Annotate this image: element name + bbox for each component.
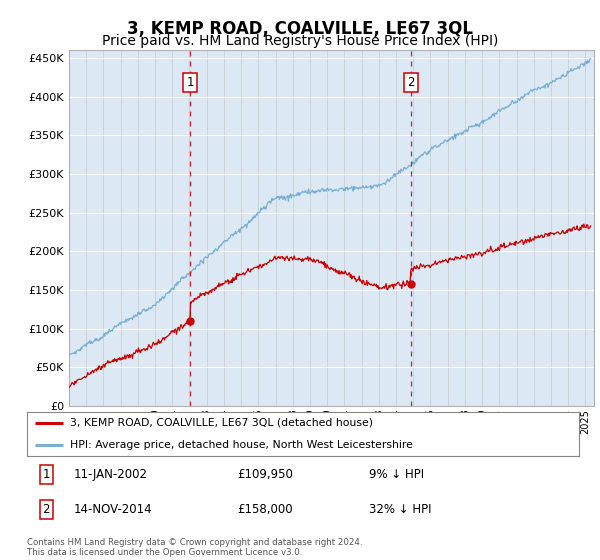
Text: 32% ↓ HPI: 32% ↓ HPI <box>369 503 432 516</box>
Text: 1: 1 <box>186 76 194 90</box>
Text: £109,950: £109,950 <box>237 468 293 481</box>
Text: Price paid vs. HM Land Registry's House Price Index (HPI): Price paid vs. HM Land Registry's House … <box>102 34 498 48</box>
Text: 2: 2 <box>407 76 415 90</box>
Text: HPI: Average price, detached house, North West Leicestershire: HPI: Average price, detached house, Nort… <box>70 440 413 450</box>
Text: 3, KEMP ROAD, COALVILLE, LE67 3QL (detached house): 3, KEMP ROAD, COALVILLE, LE67 3QL (detac… <box>70 418 373 428</box>
Text: 3, KEMP ROAD, COALVILLE, LE67 3QL: 3, KEMP ROAD, COALVILLE, LE67 3QL <box>127 20 473 38</box>
Text: 2: 2 <box>43 503 50 516</box>
Text: Contains HM Land Registry data © Crown copyright and database right 2024.
This d: Contains HM Land Registry data © Crown c… <box>27 538 362 557</box>
Text: 14-NOV-2014: 14-NOV-2014 <box>74 503 152 516</box>
Text: 1: 1 <box>43 468 50 481</box>
Text: 9% ↓ HPI: 9% ↓ HPI <box>369 468 424 481</box>
Text: £158,000: £158,000 <box>237 503 292 516</box>
Text: 11-JAN-2002: 11-JAN-2002 <box>74 468 148 481</box>
